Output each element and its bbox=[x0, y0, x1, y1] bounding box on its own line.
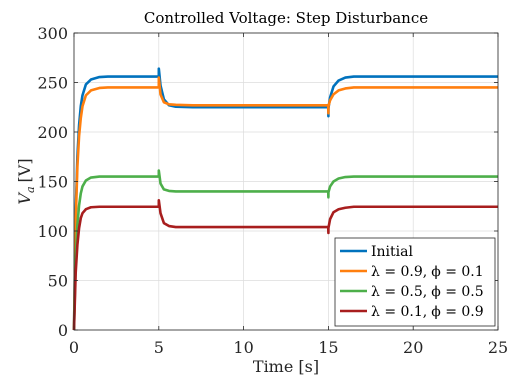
series-lines bbox=[72, 67, 498, 331]
chart-title: Controlled Voltage: Step Disturbance bbox=[144, 9, 428, 27]
y-axis-label-symbol: V bbox=[15, 192, 34, 205]
y-tick-label: 50 bbox=[48, 272, 68, 291]
series-line-2 bbox=[72, 76, 498, 331]
x-tick-label: 20 bbox=[403, 338, 423, 357]
x-tick-label: 10 bbox=[233, 338, 253, 357]
y-axis-label-subscript: a bbox=[24, 186, 37, 193]
legend-entry-2: λ = 0.9, ϕ = 0.1 bbox=[371, 264, 484, 280]
y-tick-label: 100 bbox=[37, 222, 68, 241]
legend: Initial λ = 0.9, ϕ = 0.1 λ = 0.5, ϕ = 0.5 λ =… bbox=[334, 237, 496, 327]
x-tick-label: 0 bbox=[69, 338, 79, 357]
x-tick-label: 15 bbox=[318, 338, 338, 357]
legend-entry-1: Initial bbox=[371, 244, 413, 260]
series-line-3 bbox=[72, 169, 498, 331]
x-axis-label: Time [s] bbox=[253, 357, 319, 376]
x-tick-label: 5 bbox=[154, 338, 164, 357]
x-tick-label: 25 bbox=[488, 338, 508, 357]
y-tick-label: 150 bbox=[37, 173, 68, 192]
legend-entry-4: λ = 0.1, ϕ = 0.9 bbox=[371, 304, 484, 320]
y-tick-label: 250 bbox=[37, 74, 68, 93]
y-tick-label: 0 bbox=[58, 321, 68, 340]
y-axis-label: Va [V] bbox=[15, 158, 37, 204]
y-tick-label: 200 bbox=[37, 123, 68, 142]
series-line-4 bbox=[72, 199, 498, 331]
y-tick-label: 300 bbox=[37, 24, 68, 43]
legend-entry-3: λ = 0.5, ϕ = 0.5 bbox=[371, 284, 484, 300]
y-axis-label-unit: [V] bbox=[15, 158, 34, 182]
